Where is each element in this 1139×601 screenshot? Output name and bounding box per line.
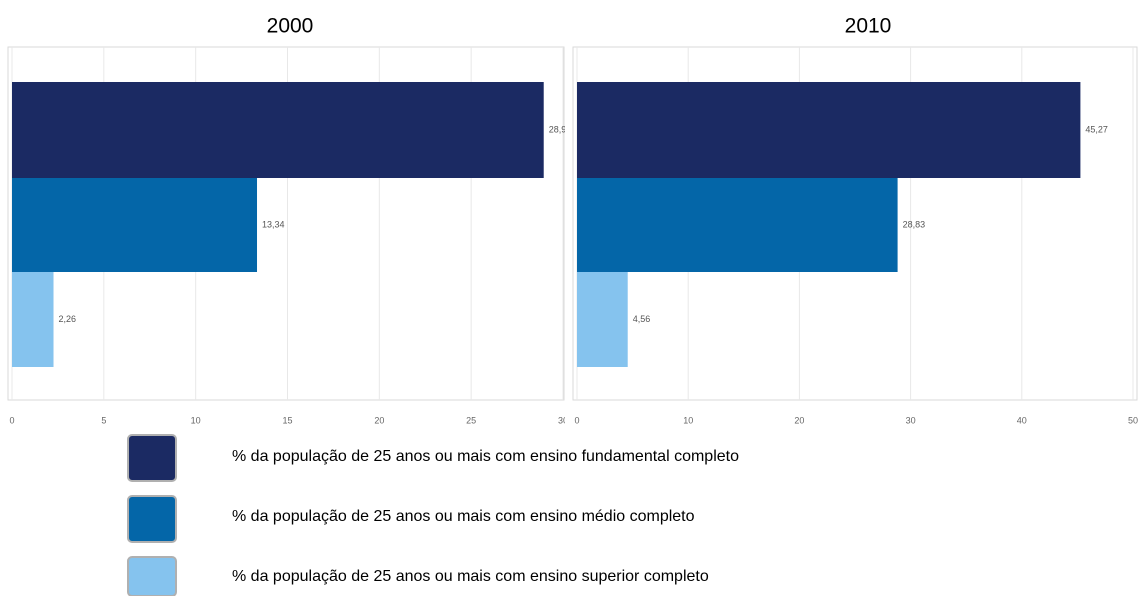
value-label: 13,34 — [262, 219, 285, 229]
x-tick-label: 25 — [466, 415, 476, 425]
legend-label: % da população de 25 anos ou mais com en… — [232, 448, 739, 465]
legend-label: % da população de 25 anos ou mais com en… — [232, 568, 709, 585]
bar — [12, 82, 544, 178]
bar — [12, 178, 258, 272]
x-tick-label: 10 — [683, 415, 693, 425]
x-tick-label: 15 — [282, 415, 292, 425]
bar — [577, 82, 1081, 178]
bar — [577, 272, 628, 367]
chart-title: 2000 — [267, 15, 314, 38]
value-label: 45,27 — [1085, 124, 1108, 134]
plot-frame — [7, 46, 565, 401]
plot-frame — [572, 46, 1138, 401]
legend-swatch — [127, 495, 177, 543]
x-tick-label: 20 — [374, 415, 384, 425]
chart-title: 2010 — [845, 15, 892, 38]
value-label: 28,9 — [549, 124, 567, 134]
x-tick-label: 30 — [558, 415, 568, 425]
plot: 0 5 10 15 20 25 30 28,9 13,34 2,26 — [9, 47, 568, 425]
x-tick-label: 40 — [1017, 415, 1027, 425]
bar — [12, 272, 54, 367]
value-label: 4,56 — [633, 314, 651, 324]
x-tick-label: 20 — [794, 415, 804, 425]
x-tick-label: 30 — [906, 415, 916, 425]
legend-swatch — [127, 434, 177, 482]
x-tick-label: 0 — [9, 415, 14, 425]
x-tick-label: 50 — [1128, 415, 1138, 425]
value-label: 28,83 — [903, 219, 926, 229]
x-tick-label: 10 — [191, 415, 201, 425]
x-tick-label: 5 — [101, 415, 106, 425]
value-label: 2,26 — [59, 314, 77, 324]
plot: 0 10 20 30 40 50 45,27 28,83 4,56 — [574, 47, 1138, 425]
x-tick-label: 0 — [574, 415, 579, 425]
bar — [577, 178, 898, 272]
legend-swatch — [127, 556, 177, 597]
legend-label: % da população de 25 anos ou mais com en… — [232, 508, 695, 525]
